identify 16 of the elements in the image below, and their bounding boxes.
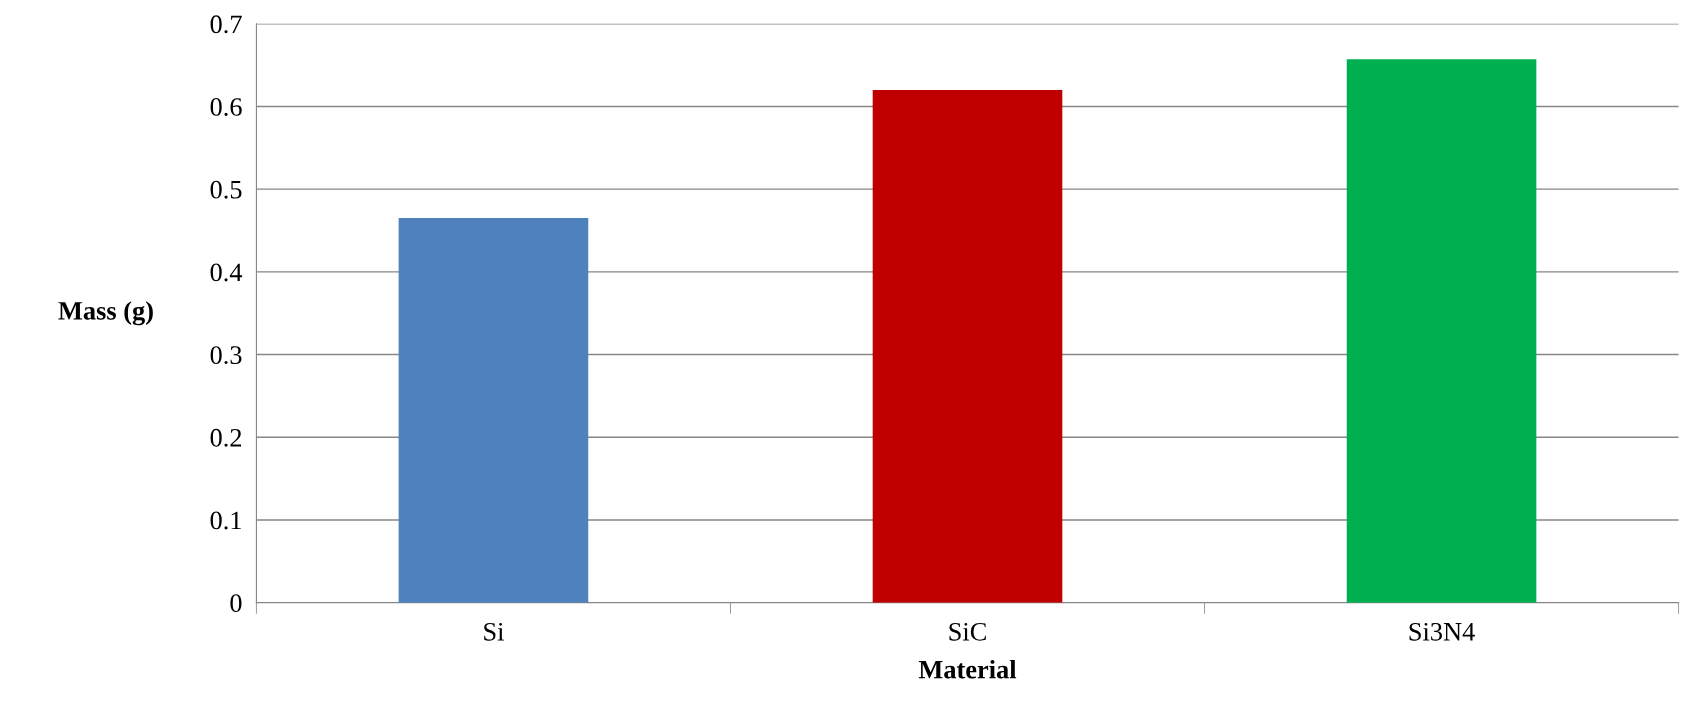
bar	[398, 218, 589, 603]
bar	[1346, 59, 1537, 603]
y-tick-label: 0.7	[210, 15, 242, 34]
x-tick-label: Si	[484, 622, 504, 641]
x-axis-title: Material	[918, 659, 1017, 679]
bar	[872, 89, 1063, 603]
y-tick-label: 0	[230, 594, 242, 613]
y-axis-title: Mass (g)	[58, 301, 153, 326]
y-tick-label: 0.6	[210, 98, 242, 116]
x-tick-label: Si3N4	[1409, 622, 1475, 641]
x-tick-label: SiC	[949, 622, 986, 641]
y-tick-label: 0.3	[210, 346, 242, 365]
y-tick-label: 0.5	[210, 180, 242, 199]
y-tick-label: 0.2	[210, 428, 242, 447]
y-tick-label: 0.4	[210, 263, 243, 282]
y-tick-label: 0.1	[210, 511, 241, 530]
